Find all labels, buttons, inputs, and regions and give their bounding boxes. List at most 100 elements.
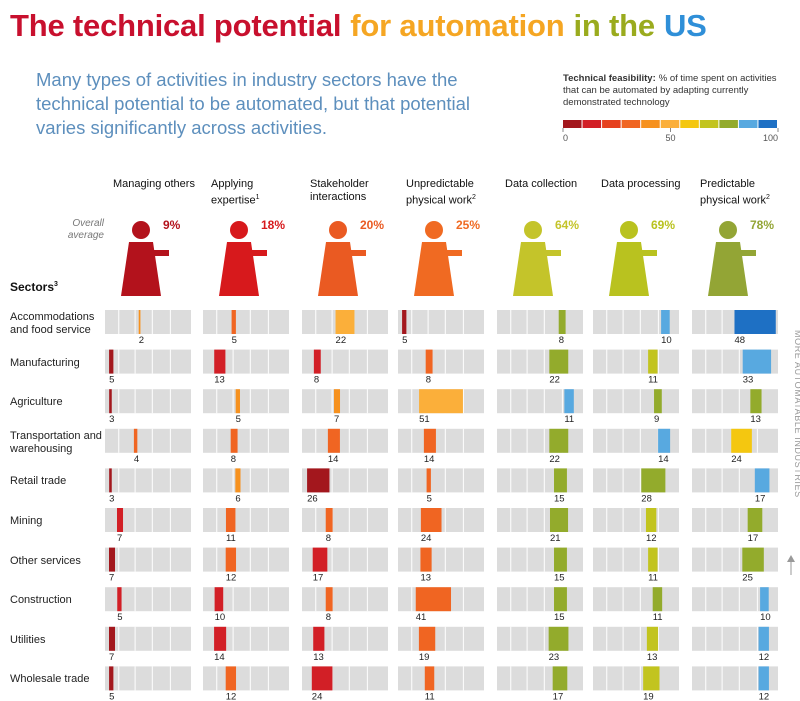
subtitle: Many types of activities in industry sec… [36, 69, 471, 138]
legend-swatch [680, 120, 699, 128]
cell-mark [133, 428, 138, 453]
cell-value: 12 [226, 573, 237, 584]
legend-tick-label: 50 [665, 133, 675, 143]
cell-value: 14 [328, 454, 339, 465]
cell-value: 28 [641, 493, 652, 504]
column-header: Data processing [601, 178, 683, 191]
cell-value: 13 [750, 414, 761, 425]
legend-label: Technical feasibility: [563, 73, 656, 84]
cell-mark [109, 349, 114, 374]
cell-value: 25 [742, 573, 753, 584]
figure-arm [149, 250, 169, 256]
cell-value: 2 [139, 335, 144, 346]
note: 2 [766, 194, 770, 201]
cell-mark [554, 468, 567, 493]
cell-background [203, 310, 289, 334]
cell-value: 10 [760, 612, 771, 623]
cell-value: 7 [109, 652, 114, 663]
cell-mark [231, 310, 236, 334]
cell-value: 3 [109, 493, 114, 504]
cell-mark [742, 349, 772, 374]
cell-mark [750, 389, 762, 414]
cell-mark [742, 547, 764, 572]
cell-mark [307, 468, 330, 493]
cell-background [593, 666, 679, 691]
cell-value: 5 [236, 414, 241, 425]
sector-label: Retail trade [10, 475, 67, 488]
sector-label: Manufacturing [10, 356, 80, 369]
legend-swatch [719, 120, 738, 128]
legend-swatch [582, 120, 602, 128]
legend-swatch [738, 120, 758, 128]
side-arrow-head [787, 555, 795, 562]
side-label: MORE AUTOMATABLE INDUSTRIES [793, 330, 800, 498]
cell-value: 22 [336, 335, 347, 346]
column-average: 25% [456, 218, 481, 232]
cell-value: 14 [424, 454, 435, 465]
sector-label: Construction [10, 594, 72, 607]
cell-background [497, 428, 583, 453]
figure-arm [541, 250, 561, 256]
cell-mark [109, 666, 114, 691]
cell-value: 5 [232, 335, 237, 346]
cell-background [398, 468, 484, 493]
column-average: 78% [750, 218, 775, 232]
cell-value: 11 [226, 533, 236, 544]
cell-background [497, 587, 583, 612]
cell-value: 13 [214, 375, 225, 386]
figure-arm [442, 250, 462, 256]
cell-value: 11 [648, 573, 658, 584]
cell-background [302, 428, 388, 453]
column-header: Applying expertise1 [211, 178, 293, 208]
overall-average-label: Overall average [67, 218, 104, 241]
cell-background [302, 389, 388, 414]
cell-background [497, 547, 583, 572]
cell-value: 6 [235, 493, 240, 504]
cell-value: 24 [731, 454, 742, 465]
cell-value: 13 [313, 652, 324, 663]
cell-background [105, 468, 191, 493]
cell-mark [758, 666, 769, 691]
cell-value: 5 [427, 493, 432, 504]
cell-value: 19 [643, 691, 654, 701]
cell-mark [658, 428, 671, 453]
cell-value: 12 [226, 691, 237, 701]
sectors-label: Sectors [10, 280, 55, 294]
figure-head [425, 221, 443, 239]
note: 3 [54, 281, 58, 288]
sector-label: Mining [10, 515, 43, 527]
cell-mark [641, 468, 666, 493]
column-name: Applying expertise [211, 178, 256, 207]
column-name: Data collection [505, 178, 578, 190]
column-average: 9% [163, 218, 181, 232]
column-name: Data processing [601, 178, 681, 190]
cell-value: 8 [559, 335, 564, 346]
cell-background [398, 349, 484, 374]
cell-background [203, 468, 289, 493]
cell-value: 19 [419, 652, 430, 663]
cell-mark [109, 389, 112, 414]
cell-mark [661, 310, 670, 334]
cell-mark [549, 349, 569, 374]
cell-mark [214, 587, 224, 612]
cell-value: 11 [564, 414, 574, 425]
cell-background [105, 349, 191, 374]
figure-arm [346, 250, 366, 256]
sectors-heading: Sectors3 [10, 280, 58, 294]
cell-mark [420, 547, 432, 572]
figure-head [230, 221, 248, 239]
cell-mark [235, 389, 240, 414]
figure-head [524, 221, 542, 239]
cell-mark [648, 349, 658, 374]
cell-mark [554, 547, 567, 572]
cell-mark [333, 389, 341, 414]
cell-background [398, 310, 484, 334]
cell-mark [552, 666, 568, 691]
cell-mark [116, 508, 124, 532]
cell-background [203, 666, 289, 691]
cell-background [105, 547, 191, 572]
cell-mark [225, 666, 237, 691]
cell-mark [225, 508, 236, 532]
